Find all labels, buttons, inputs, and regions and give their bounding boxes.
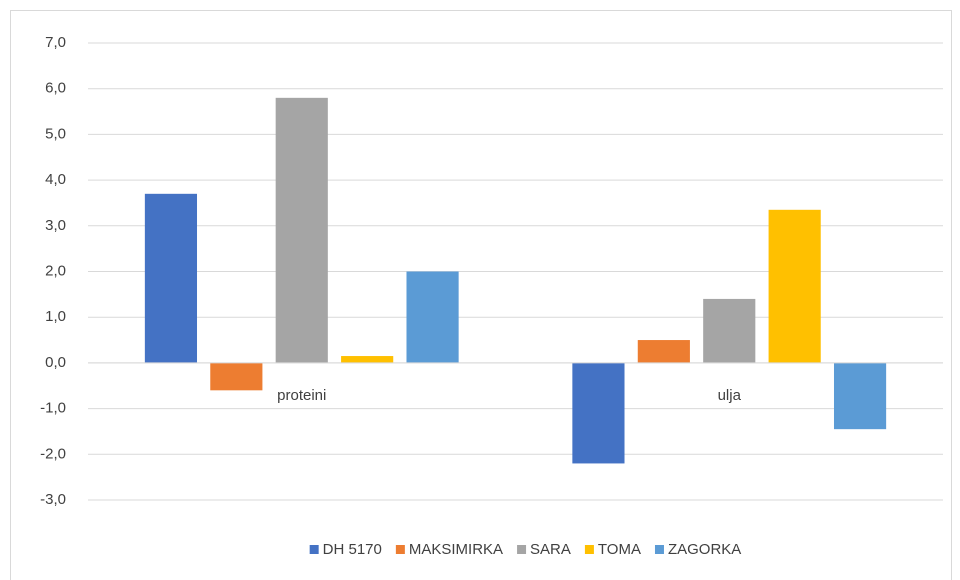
y-tick-label: 6,0 <box>45 80 66 97</box>
y-tick-label: 4,0 <box>45 171 66 188</box>
y-tick-label: -1,0 <box>40 400 66 417</box>
y-tick-label: 2,0 <box>45 262 66 279</box>
legend-swatch <box>517 545 527 554</box>
y-tick-label: 7,0 <box>45 34 66 51</box>
y-tick-label: 0,0 <box>45 354 66 371</box>
legend-label: TOMA <box>598 541 641 558</box>
bar <box>833 362 887 430</box>
bar <box>144 193 198 363</box>
y-tick-label: 3,0 <box>45 217 66 234</box>
legend-label: ZAGORKA <box>668 541 741 558</box>
bar <box>637 340 690 363</box>
x-tick-label: proteini <box>277 387 326 404</box>
y-tick-label: 1,0 <box>45 308 66 325</box>
bar <box>341 356 394 363</box>
bar <box>768 209 821 363</box>
legend-swatch <box>395 545 405 554</box>
bar <box>210 362 263 391</box>
legend-swatch <box>584 545 594 554</box>
y-tick-label: 5,0 <box>45 125 66 142</box>
bar <box>406 271 459 363</box>
bar <box>275 97 328 363</box>
legend-label: MAKSIMIRKA <box>409 541 503 558</box>
legend-label: DH 5170 <box>323 541 382 558</box>
x-tick-label: ulja <box>718 387 742 404</box>
bar <box>703 298 756 363</box>
legend-label: SARA <box>530 541 571 558</box>
legend-swatch <box>654 545 664 554</box>
bar <box>572 362 625 464</box>
y-tick-label: -2,0 <box>40 445 66 462</box>
legend-swatch <box>309 545 319 554</box>
y-tick-label: -3,0 <box>40 491 66 508</box>
